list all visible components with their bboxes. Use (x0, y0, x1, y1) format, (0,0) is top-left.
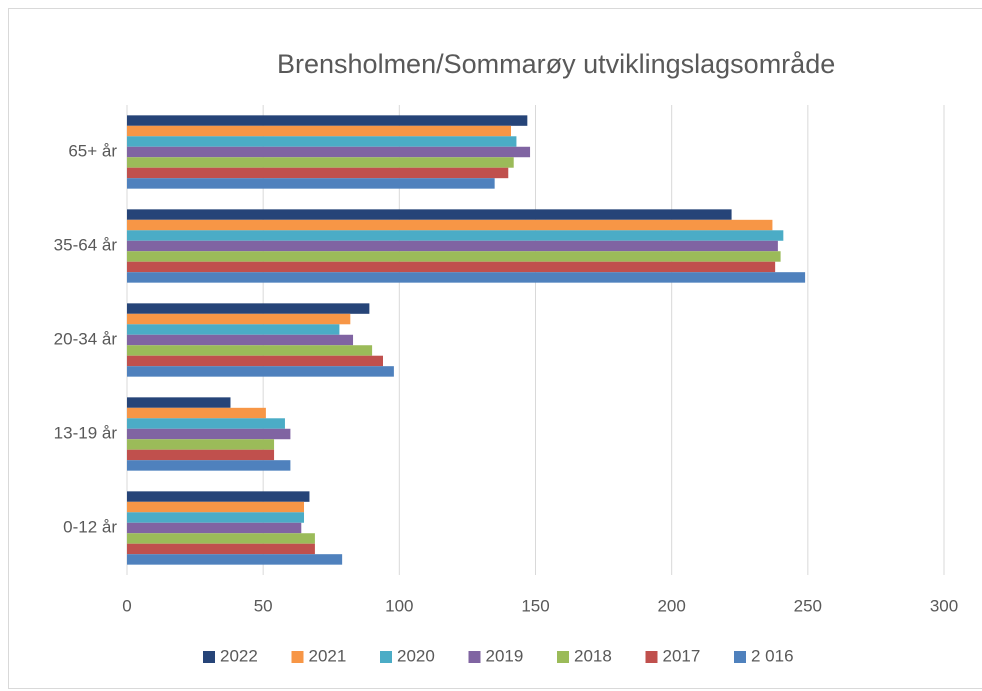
bar (127, 449, 275, 461)
bar (127, 125, 511, 137)
x-tick-label: 150 (521, 596, 549, 615)
bar (127, 407, 266, 419)
y-tick-label: 0-12 år (63, 517, 117, 536)
x-tick-label: 300 (930, 596, 958, 615)
bar (127, 115, 528, 126)
x-tick-label: 200 (657, 596, 685, 615)
x-tick-label: 50 (254, 596, 273, 615)
bar (127, 157, 514, 168)
bar (127, 230, 784, 241)
legend-swatch (203, 651, 215, 663)
legend-label: 2020 (397, 646, 435, 665)
bar (127, 219, 773, 231)
bar (127, 324, 340, 335)
legend-swatch (380, 651, 392, 663)
legend-label: 2022 (220, 646, 258, 665)
legend-label: 2021 (309, 646, 347, 665)
bar (127, 345, 373, 356)
bar (127, 240, 778, 252)
bar (127, 366, 394, 377)
legend-swatch (291, 651, 304, 663)
chart-title: Brensholmen/Sommarøy utviklingslagsområd… (277, 49, 835, 79)
legend-swatch (468, 651, 481, 663)
bar (127, 533, 315, 544)
bar (127, 146, 531, 158)
x-tick-label: 100 (385, 596, 413, 615)
bar (127, 136, 517, 147)
bar (127, 334, 354, 346)
bar (127, 209, 732, 220)
bar (127, 428, 291, 440)
legend-label: 2018 (574, 646, 612, 665)
bar (127, 167, 509, 179)
bar (127, 397, 231, 408)
bar (127, 303, 370, 314)
legend-swatch (557, 651, 569, 663)
legend-label: 2017 (663, 646, 701, 665)
bar (127, 261, 776, 273)
y-tick-label: 35-64 år (54, 235, 118, 254)
bar (127, 178, 495, 189)
bar (127, 272, 806, 283)
y-tick-label: 13-19 år (54, 423, 118, 442)
bar (127, 251, 781, 262)
bar (127, 460, 291, 471)
legend-label: 2019 (486, 646, 524, 665)
bar (127, 355, 383, 367)
bar (127, 543, 315, 555)
x-tick-label: 250 (794, 596, 822, 615)
legend-label: 2 016 (751, 646, 794, 665)
legend-swatch (645, 651, 658, 663)
bar (127, 418, 285, 429)
bar (127, 313, 351, 325)
bar (127, 501, 305, 513)
y-tick-label: 20-34 år (54, 329, 118, 348)
bar (127, 439, 275, 450)
bar (127, 512, 305, 523)
legend-swatch (734, 651, 746, 663)
y-tick-label: 65+ år (68, 141, 117, 160)
bar (127, 491, 310, 502)
bar (127, 522, 302, 534)
bar (127, 554, 343, 565)
x-tick-label: 0 (122, 596, 131, 615)
